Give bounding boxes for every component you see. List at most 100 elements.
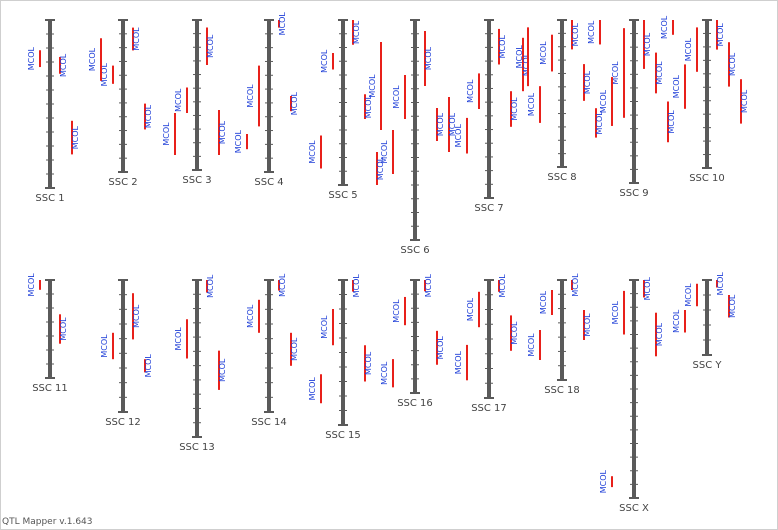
chromosome-label: SSC 7: [474, 203, 503, 214]
qtl-label: MCOL: [218, 358, 227, 382]
qtl-label: MCOL: [436, 112, 445, 136]
chromosome-label: SSC 17: [471, 403, 507, 414]
qtl-label: MCOL: [728, 294, 737, 318]
qtl-label: MCOL: [368, 74, 377, 98]
chromosome-label: SSC 18: [544, 385, 580, 396]
qtl-label: MCOL: [308, 140, 317, 164]
qtl-label: MCOL: [667, 110, 676, 134]
qtl-label: MCOL: [162, 122, 171, 146]
qtl-label: MCOL: [278, 12, 287, 36]
qtl-label: MCOL: [278, 273, 287, 297]
chromosome-16: SSC 16 MCOL MCOL MCOL MCOL: [380, 273, 445, 409]
qtl-label: MCOL: [246, 84, 255, 108]
qtl-label: MCOL: [684, 37, 693, 61]
chromosome-label: SSC 15: [325, 430, 361, 441]
chromosome-3: SSC 3 MCOL MCOL MCOL MCOL: [162, 19, 227, 186]
qtl-label: MCOL: [27, 273, 36, 297]
qtl-label: MCOL: [571, 23, 580, 47]
qtl-label: MCOL: [424, 46, 433, 70]
qtl-label: MCOL: [71, 125, 80, 149]
qtl-label: MCOL: [510, 97, 519, 121]
qtl-label: MCOL: [320, 315, 329, 339]
qtl-label: MCOL: [234, 129, 243, 153]
chromosome-label: SSC X: [619, 503, 649, 514]
chromosome-15: SSC 15 MCOL MCOL MCOL MCOL: [308, 274, 373, 441]
qtl-label: MCOL: [436, 336, 445, 360]
qtl-label: MCOL: [27, 46, 36, 70]
chromosome-18: SSC 18 MCOL MCOL MCOL MCOL: [527, 273, 592, 396]
chromosome-label: SSC 2: [108, 177, 137, 188]
chromosome-label: SSC 11: [32, 383, 68, 394]
qtl-label: MCOL: [320, 49, 329, 73]
qtl-label: MCOL: [655, 322, 664, 346]
chromosome-1: SSC 1 MCOL MCOL MCOL: [27, 19, 80, 204]
qtl-label: MCOL: [716, 272, 725, 296]
qtl-label: MCOL: [132, 27, 141, 51]
qtl-label: MCOL: [380, 361, 389, 385]
qtl-label: MCOL: [88, 47, 97, 71]
qtl-label: MCOL: [144, 354, 153, 378]
qtl-label: MCOL: [522, 52, 531, 76]
qtl-label: MCOL: [392, 85, 401, 109]
qtl-label: MCOL: [424, 273, 433, 297]
qtl-label: MCOL: [392, 299, 401, 323]
qtl-label: MCOL: [571, 273, 580, 297]
qtl-label: MCOL: [100, 334, 109, 358]
qtl-label: MCOL: [515, 45, 524, 69]
chromosome-12: SSC 12 MCOL MCOL MCOL: [100, 279, 153, 428]
qtl-label: MCOL: [583, 313, 592, 337]
qtl-label: MCOL: [599, 89, 608, 113]
qtl-label: MCOL: [174, 88, 183, 112]
chromosome-label: SSC 12: [105, 417, 141, 428]
chromosome-19: SSC X MCOL MCOL MCOL MCOL: [599, 277, 664, 514]
qtl-label: MCOL: [510, 321, 519, 345]
chromosome-label: SSC 1: [35, 193, 64, 204]
chromosome-label: SSC 14: [251, 417, 287, 428]
qtl-label: MCOL: [206, 34, 215, 58]
chromosome-5: SSC 5 MCOL MCOL MCOL MCOL MCOL: [308, 19, 385, 201]
chromosome-13: SSC 13 MCOL MCOL MCOL: [174, 274, 227, 453]
chromosome-label: SSC 13: [179, 442, 215, 453]
qtl-label: MCOL: [246, 304, 255, 328]
chromosome-label: SSC 9: [619, 188, 648, 199]
qtl-label: MCOL: [655, 61, 664, 85]
qtl-label: MCOL: [380, 140, 389, 164]
qtl-label: MCOL: [498, 35, 507, 59]
qtl-label: MCOL: [100, 63, 109, 87]
qtl-label: MCOL: [498, 274, 507, 298]
qtl-label: MCOL: [174, 327, 183, 351]
chromosome-label: SSC 10: [689, 173, 725, 184]
qtl-label: MCOL: [290, 337, 299, 361]
qtl-label: MCOL: [672, 74, 681, 98]
qtl-label: MCOL: [643, 32, 652, 56]
qtl-label: MCOL: [643, 277, 652, 301]
chromosome-label: SSC 8: [547, 172, 576, 183]
qtl-label: MCOL: [352, 20, 361, 44]
qtl-label: MCOL: [454, 350, 463, 374]
qtl-label: MCOL: [466, 297, 475, 321]
qtl-label: MCOL: [728, 52, 737, 76]
chromosome-label: SSC 5: [328, 190, 357, 201]
qtl-label: MCOL: [527, 92, 536, 116]
qtl-label: MCOL: [684, 283, 693, 307]
qtl-label: MCOL: [583, 70, 592, 94]
qtl-label: MCOL: [364, 351, 373, 375]
chromosome-14: SSC 14 MCOL MCOL MCOL: [246, 273, 299, 428]
qtl-label: MCOL: [132, 304, 141, 328]
chromosome-label: SSC 6: [400, 245, 429, 256]
qtl-label: MCOL: [740, 89, 749, 113]
qtl-label: MCOL: [672, 309, 681, 333]
qtl-label: MCOL: [611, 61, 620, 85]
chromosome-17: SSC 17 MCOL MCOL MCOL MCOL: [454, 274, 519, 414]
chromosome-11: SSC 11 MCOL MCOL: [27, 273, 68, 394]
chromosome-label: SSC Y: [693, 360, 723, 371]
qtl-label: MCOL: [376, 156, 385, 180]
